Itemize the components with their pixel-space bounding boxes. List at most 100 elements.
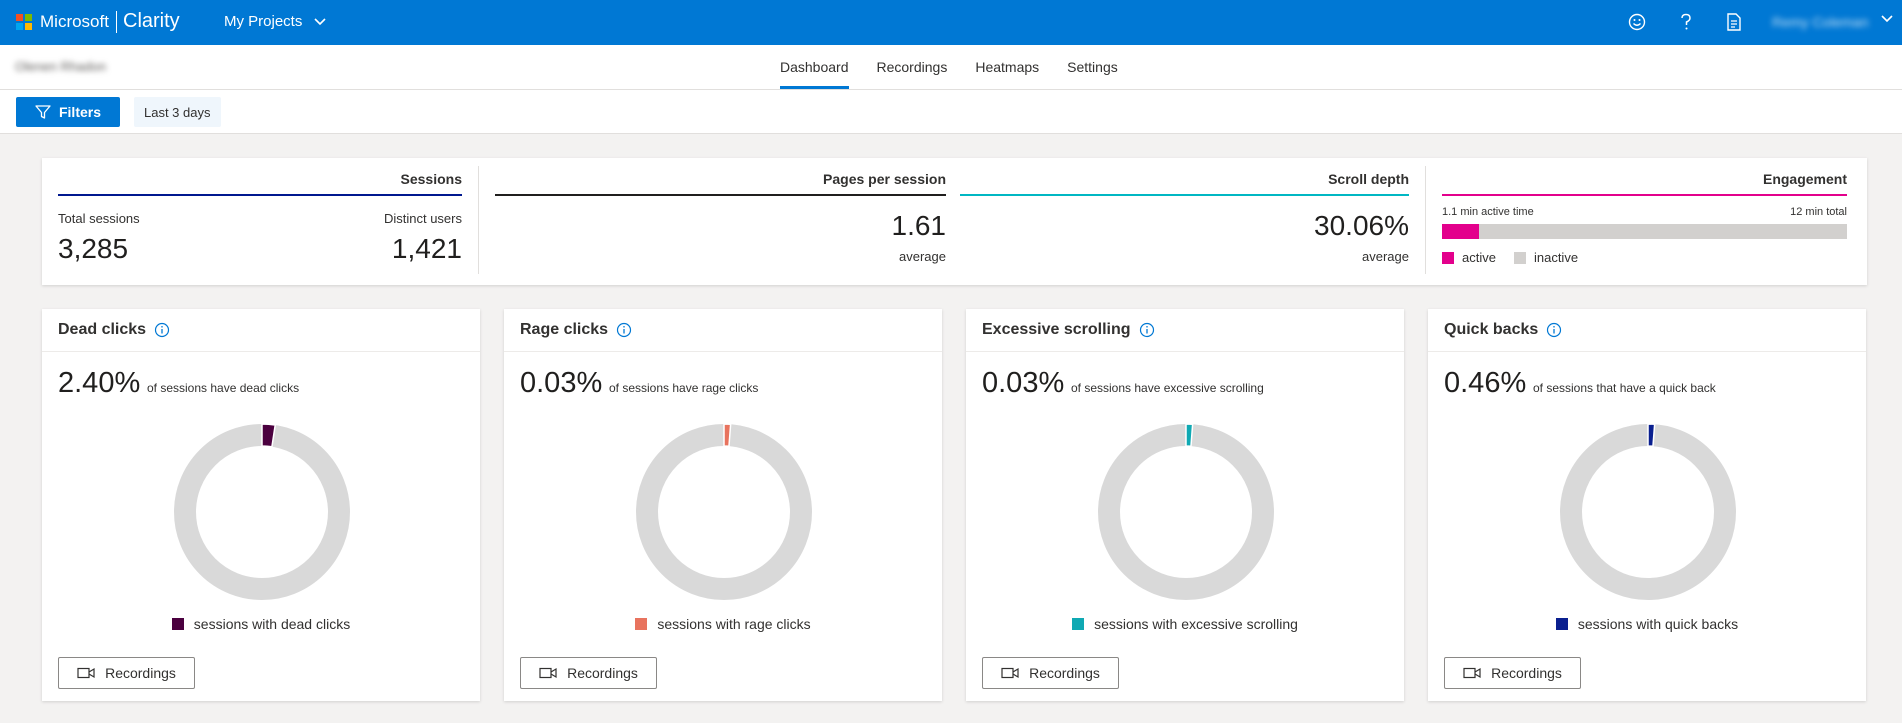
help-icon[interactable] [1675,11,1697,33]
pages-metric: Pages per session 1.61 average [495,158,946,285]
card-description: of sessions have dead clicks [147,381,300,395]
video-camera-icon [77,667,95,679]
distinct-users-value: 1,421 [391,233,462,264]
recordings-button[interactable]: Recordings [58,657,195,689]
tab-heatmaps[interactable]: Heatmaps [975,59,1040,75]
scroll-underline [960,194,1409,196]
info-icon[interactable] [616,322,632,338]
engagement-active-fill [1442,224,1480,239]
donut-value-slice [1647,424,1656,447]
smiley-icon[interactable] [1626,11,1648,33]
donut-chart [1098,424,1274,600]
scroll-value: 30.06% [1314,210,1409,241]
scroll-sub: average [1362,249,1409,264]
card-header: Quick backs [1428,309,1866,352]
recordings-label: Recordings [1029,665,1100,681]
summary-divider [478,166,479,274]
donut-value-slice [261,424,277,448]
card-description: of sessions have rage clicks [609,381,759,395]
my-projects-label: My Projects [224,13,303,30]
active-swatch [1442,251,1454,264]
card-title: Rage clicks [520,321,609,338]
legend-label: sessions with rage clicks [657,616,811,632]
card-legend: sessions with excessive scrolling [966,616,1404,632]
card-header: Rage clicks [504,309,942,352]
donut-remainder-slice [1560,424,1736,600]
video-camera-icon [1463,667,1481,679]
recordings-label: Recordings [1491,665,1562,681]
engagement-metric: Engagement 1.1 min active time 12 min to… [1442,158,1847,285]
sessions-underline [58,194,462,196]
pages-sub: average [899,249,946,264]
legend-swatch [1072,618,1085,630]
donut-chart [1560,424,1736,600]
date-range-button[interactable]: Last 3 days [134,97,221,127]
recordings-button[interactable]: Recordings [1444,657,1581,689]
engagement-bar [1442,224,1847,239]
card-title: Dead clicks [58,321,147,338]
donut-chart [636,424,812,600]
card-title: Quick backs [1444,321,1539,338]
legend-swatch [171,618,184,630]
filters-label: Filters [58,104,101,120]
card-header: Dead clicks [42,309,480,352]
filters-button[interactable]: Filters [16,97,120,127]
brand-clarity[interactable]: Clarity [123,10,180,32]
recordings-label: Recordings [567,665,638,681]
card-legend: sessions with dead clicks [42,616,480,632]
brand-divider [116,11,117,33]
pages-underline [495,194,946,196]
donut-remainder-slice [174,424,350,600]
donut-remainder-slice [1098,424,1274,600]
legend-inactive-label: inactive [1533,250,1579,265]
donut-value-slice [723,424,732,447]
donut-value-slice [1185,424,1194,447]
rage-clicks-card: Rage clicks 0.03% of sessions have rage … [504,309,942,701]
card-legend: sessions with quick backs [1428,616,1866,632]
user-chevron-down-icon[interactable] [1881,15,1893,23]
scroll-title: Scroll depth [1328,171,1409,187]
excessive-scrolling-card: Excessive scrolling 0.03% of sessions ha… [966,309,1404,701]
engagement-title: Engagement [1762,171,1847,187]
video-camera-icon [1001,667,1019,679]
legend-swatch [1555,618,1568,630]
tab-list: Dashboard Recordings Heatmaps Settings [780,45,1118,89]
sessions-title: Sessions [400,171,462,187]
active-time-label: 1.1 min active time [1442,206,1534,218]
info-icon[interactable] [1546,322,1562,338]
engagement-underline [1442,194,1847,196]
info-icon[interactable] [1139,322,1155,338]
info-icon[interactable] [154,322,170,338]
legend-swatch [635,618,648,630]
tab-recordings[interactable]: Recordings [876,59,948,75]
document-icon[interactable] [1723,11,1745,33]
card-percent: 0.03% [982,367,1065,399]
tab-dashboard[interactable]: Dashboard [780,45,849,89]
summary-divider [1425,166,1426,274]
tab-settings[interactable]: Settings [1067,59,1118,75]
user-name[interactable]: Remy Coleman [1772,14,1869,30]
scroll-metric: Scroll depth 30.06% average [960,158,1409,285]
recordings-label: Recordings [105,665,176,681]
total-sessions-value: 3,285 [58,233,129,264]
filter-bar: Filters Last 3 days [0,90,1902,134]
card-title: Excessive scrolling [982,321,1131,338]
legend-label: sessions with quick backs [1577,616,1739,632]
distinct-users-label: Distinct users [383,211,462,226]
legend-active-label: active [1462,250,1496,265]
my-projects-dropdown[interactable]: My Projects [224,13,326,30]
total-time-label: 12 min total [1790,206,1847,218]
sessions-metric: Sessions Total sessions 3,285 Distinct u… [58,158,462,285]
chevron-down-icon [314,17,326,25]
project-name: Olenen Rhadon [15,59,107,74]
total-sessions-label: Total sessions [58,211,140,226]
quick-backs-card: Quick backs 0.46% of sessions that have … [1428,309,1866,701]
recordings-button[interactable]: Recordings [520,657,657,689]
recordings-button[interactable]: Recordings [982,657,1119,689]
dead-clicks-card: Dead clicks 2.40% of sessions have dead … [42,309,480,701]
donut-chart [174,424,350,600]
card-percent: 2.40% [58,367,141,399]
filter-icon [35,105,51,119]
legend-label: sessions with dead clicks [193,616,351,632]
donut-remainder-slice [636,424,812,600]
